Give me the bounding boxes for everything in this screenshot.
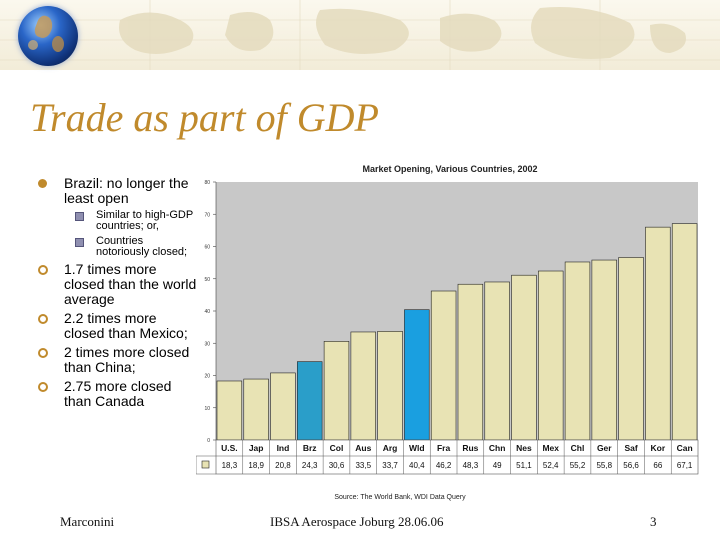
category-label: Nes	[516, 443, 532, 453]
bullet-item: 2 times more closed than China;	[28, 345, 198, 375]
chart-canvas: 0 10 20 30 40 50 60 70 80 U.S. 18,3 Jap 18,9 Ind 20,8 B…	[195, 180, 699, 475]
bar-col	[323, 341, 350, 441]
bar-chn	[484, 281, 510, 441]
bar-jap	[243, 378, 269, 441]
bullet-item: 1.7 times more closed than the world ave…	[28, 262, 198, 307]
chart-source: Source: The World Bank, WDI Data Query	[334, 494, 466, 501]
bar-arg	[377, 331, 403, 441]
bar-us	[216, 380, 243, 441]
category-label: Ger	[597, 443, 612, 453]
bullet-list: Brazil: no longer the least open Similar…	[28, 176, 198, 413]
data-label: 66	[653, 461, 662, 470]
y-tick-label: 0	[207, 438, 210, 444]
data-label: 18,3	[222, 461, 238, 470]
y-tick-label: 80	[204, 180, 210, 186]
category-label: Chl	[571, 443, 585, 453]
bullet-item: 2.2 times more closed than Mexico;	[28, 311, 198, 341]
data-label: 55,8	[596, 461, 612, 470]
bar-can	[671, 223, 698, 441]
category-label: Aus	[355, 443, 371, 453]
y-tick-label: 50	[204, 277, 210, 283]
bullet-dot-icon	[38, 179, 47, 188]
category-label: Chn	[489, 443, 506, 453]
header-map-banner	[0, 0, 720, 70]
data-label: 30,6	[329, 461, 345, 470]
y-tick-label: 10	[204, 406, 210, 412]
data-label: 51,1	[516, 461, 532, 470]
data-label: 67,1	[677, 461, 693, 470]
category-label: Rus	[462, 443, 478, 453]
bar-mex	[538, 270, 564, 441]
world-map-decoration	[0, 0, 720, 70]
y-tick-label: 60	[204, 245, 210, 251]
bullet-ring-icon	[38, 314, 48, 324]
bar-ger	[591, 259, 617, 441]
data-label: 48,3	[463, 461, 479, 470]
data-label: 40,4	[409, 461, 425, 470]
category-label: U.S.	[221, 443, 238, 453]
category-label: Saf	[624, 443, 637, 453]
bullet-text: 2.2 times more closed than Mexico;	[64, 310, 188, 341]
sub-bullet-square-icon	[75, 238, 84, 247]
slide-title: Trade as part of GDP	[30, 95, 379, 140]
bar-chl	[564, 261, 591, 441]
data-label: 55,2	[570, 461, 586, 470]
sub-bullet-text: Similar to high-GDP countries; or,	[96, 209, 193, 232]
category-label: Mex	[542, 443, 559, 453]
footer-author: Marconini	[60, 514, 115, 529]
y-tick-label: 20	[204, 374, 210, 380]
y-tick-label: 30	[204, 341, 210, 347]
data-label: 56,6	[623, 461, 639, 470]
bar-aus	[350, 331, 376, 441]
data-label: 24,3	[302, 461, 318, 470]
bar-saf	[618, 257, 644, 441]
legend-key	[201, 460, 210, 469]
bullet-item: Brazil: no longer the least open	[28, 176, 198, 206]
bar-nes	[511, 274, 537, 441]
data-label: 33,5	[355, 461, 371, 470]
plot-area	[216, 182, 698, 440]
bullet-item: 2.75 more closed than Canada	[28, 379, 198, 409]
bar-fra	[430, 290, 457, 441]
bar-kor	[645, 226, 671, 441]
category-label: Wld	[409, 443, 425, 453]
bullet-text: Brazil: no longer the least open	[64, 175, 189, 206]
category-label: Arg	[383, 443, 398, 453]
slide-number: 3	[650, 514, 657, 529]
bullet-ring-icon	[38, 265, 48, 275]
bullet-ring-icon	[38, 382, 48, 392]
bullet-text: 1.7 times more closed than the world ave…	[64, 261, 197, 307]
sub-bullet-item: Similar to high-GDP countries; or,	[28, 210, 198, 232]
sub-bullet-square-icon	[75, 212, 84, 221]
sub-bullet-item: Countries notoriously closed;	[28, 236, 198, 258]
bar-chart: 0 10 20 30 40 50 60 70 80 U.S. 18,3 Jap 18,9 Ind 20,8 B…	[195, 178, 700, 483]
data-label: 46,2	[436, 461, 452, 470]
chart-title: Market Opening, Various Countries, 2002	[362, 164, 538, 174]
data-label: 20,8	[275, 461, 291, 470]
category-label: Can	[677, 443, 693, 453]
category-label: Fra	[437, 443, 451, 453]
bullet-ring-icon	[38, 348, 48, 358]
bar-brz	[297, 361, 323, 441]
globe-logo	[18, 6, 78, 66]
footer-event: IBSA Aerospace Joburg 28.06.06	[270, 514, 444, 529]
category-label: Jap	[249, 443, 264, 453]
y-tick-label: 40	[204, 309, 210, 315]
category-label: Brz	[303, 443, 317, 453]
category-label: Kor	[651, 443, 666, 453]
data-label: 33,7	[382, 461, 398, 470]
category-label: Col	[330, 443, 344, 453]
data-label: 18,9	[248, 461, 264, 470]
data-label: 52,4	[543, 461, 559, 470]
sub-bullet-text: Countries notoriously closed;	[96, 235, 188, 258]
category-label: Ind	[277, 443, 290, 453]
y-tick-label: 70	[204, 212, 210, 218]
data-label: 49	[493, 461, 502, 470]
bar-rus	[457, 283, 484, 441]
bar-wld	[404, 309, 430, 441]
bullet-text: 2 times more closed than China;	[64, 344, 190, 375]
bullet-text: 2.75 more closed than Canada	[64, 378, 172, 409]
bar-ind	[270, 372, 296, 441]
